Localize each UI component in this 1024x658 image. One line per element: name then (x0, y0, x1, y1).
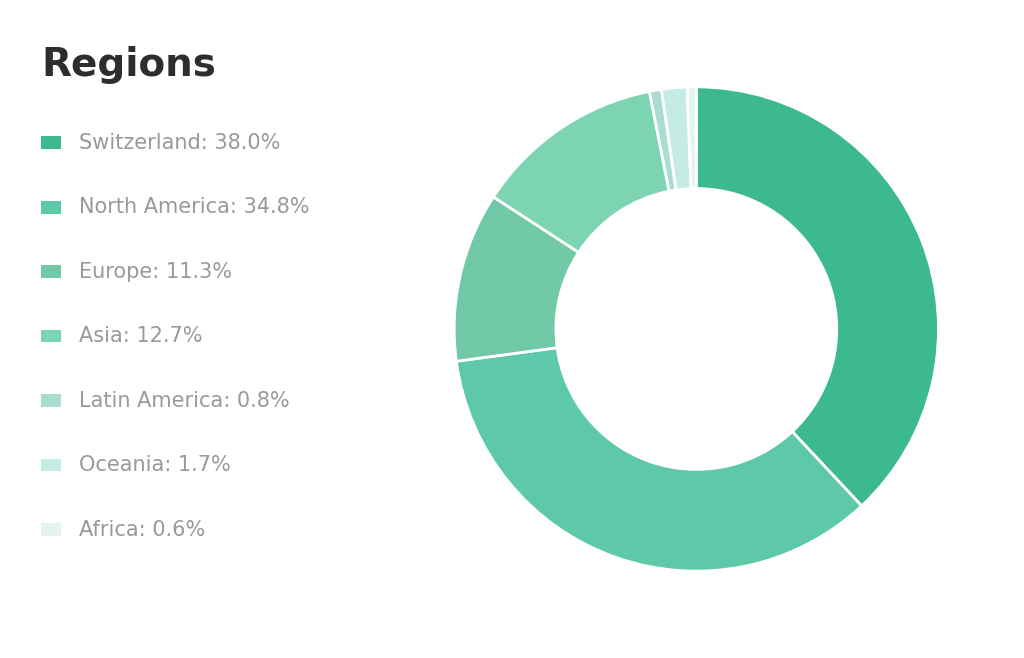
Wedge shape (494, 91, 669, 253)
Text: North America: 34.8%: North America: 34.8% (80, 197, 310, 217)
Text: Regions: Regions (41, 46, 216, 84)
Text: Asia: 12.7%: Asia: 12.7% (80, 326, 203, 346)
Text: Europe: 11.3%: Europe: 11.3% (80, 262, 232, 282)
Wedge shape (662, 87, 691, 190)
Text: Africa: 0.6%: Africa: 0.6% (80, 520, 206, 540)
Wedge shape (687, 87, 696, 189)
Wedge shape (457, 347, 861, 571)
Wedge shape (649, 89, 676, 191)
Text: Switzerland: 38.0%: Switzerland: 38.0% (80, 133, 281, 153)
Text: Oceania: 1.7%: Oceania: 1.7% (80, 455, 231, 475)
Text: Latin America: 0.8%: Latin America: 0.8% (80, 391, 290, 411)
Wedge shape (455, 197, 579, 361)
Wedge shape (696, 87, 938, 506)
